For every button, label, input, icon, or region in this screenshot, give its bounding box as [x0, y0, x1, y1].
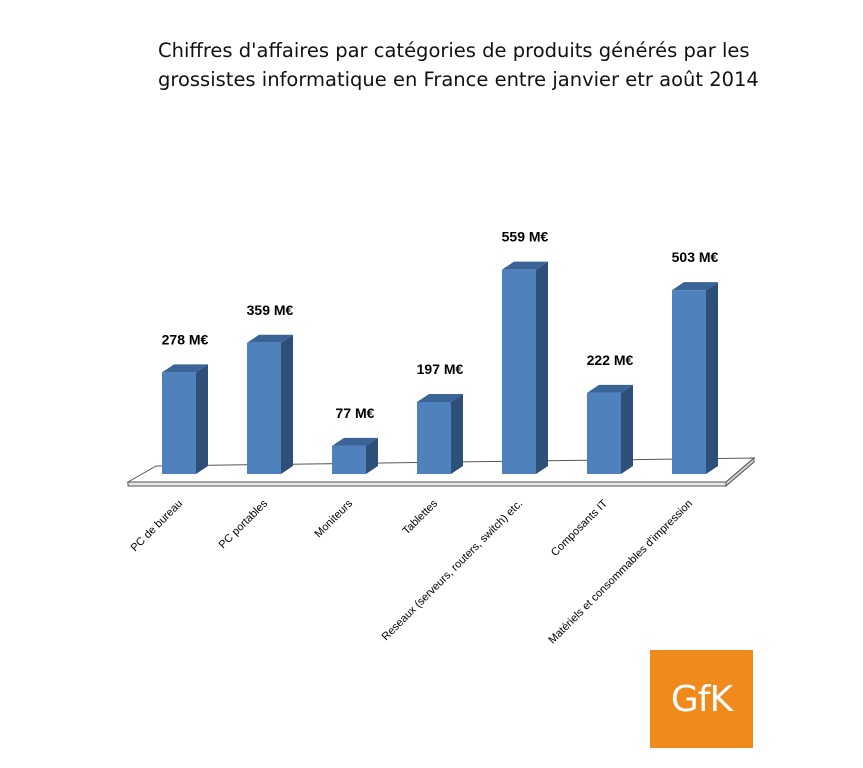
data-label: 77 M€ [336, 405, 375, 421]
bar-side [451, 393, 463, 474]
x-tick-label: PC portables [217, 497, 271, 551]
bar-2 [247, 334, 293, 474]
bar-side [281, 334, 293, 474]
bar-6 [587, 384, 633, 474]
chart-floor-edge [127, 481, 727, 487]
bar-top [502, 261, 548, 270]
x-tick-label: Composants IT [549, 497, 610, 558]
bar-top [332, 437, 378, 446]
x-tick-label: Tablettes [401, 497, 441, 537]
data-label: 222 M€ [587, 352, 634, 368]
bar [672, 290, 706, 474]
data-label: 278 M€ [162, 331, 209, 347]
bar-top [417, 393, 463, 402]
x-tick-label: Matériels et consommables d'impression [546, 498, 695, 647]
bar-top [247, 334, 293, 343]
data-label: 359 M€ [247, 302, 294, 318]
bar-5 [502, 261, 548, 474]
bar [332, 445, 366, 474]
bar [502, 269, 536, 474]
bar [247, 342, 281, 474]
data-label: 197 M€ [417, 361, 464, 377]
bar-7 [672, 282, 718, 474]
x-tick-label: Reseaux (serveurs, routers, switch) etc. [380, 498, 526, 644]
x-tick-label: PC de bureau [129, 498, 185, 554]
bar-top [587, 384, 633, 393]
gfk-logo: GfK [650, 650, 753, 748]
data-label: 503 M€ [672, 249, 719, 265]
x-tick-label: Moniteurs [312, 497, 355, 540]
bar-1 [162, 364, 208, 474]
bar [417, 401, 451, 474]
chart-floor-side [725, 456, 755, 488]
bar-4 [417, 393, 463, 474]
bar-side [621, 384, 633, 474]
chart-title: Chiffres d'affaires par catégories de pr… [158, 39, 759, 91]
bar-top [672, 282, 718, 291]
bar-top [162, 364, 208, 373]
bar-3 [332, 437, 378, 474]
bar-side [196, 364, 208, 474]
bar [162, 372, 196, 474]
data-label: 559 M€ [502, 229, 549, 245]
bar-side [366, 437, 378, 474]
bar [587, 392, 621, 474]
bar-side [706, 282, 718, 474]
bar-side [536, 261, 548, 474]
